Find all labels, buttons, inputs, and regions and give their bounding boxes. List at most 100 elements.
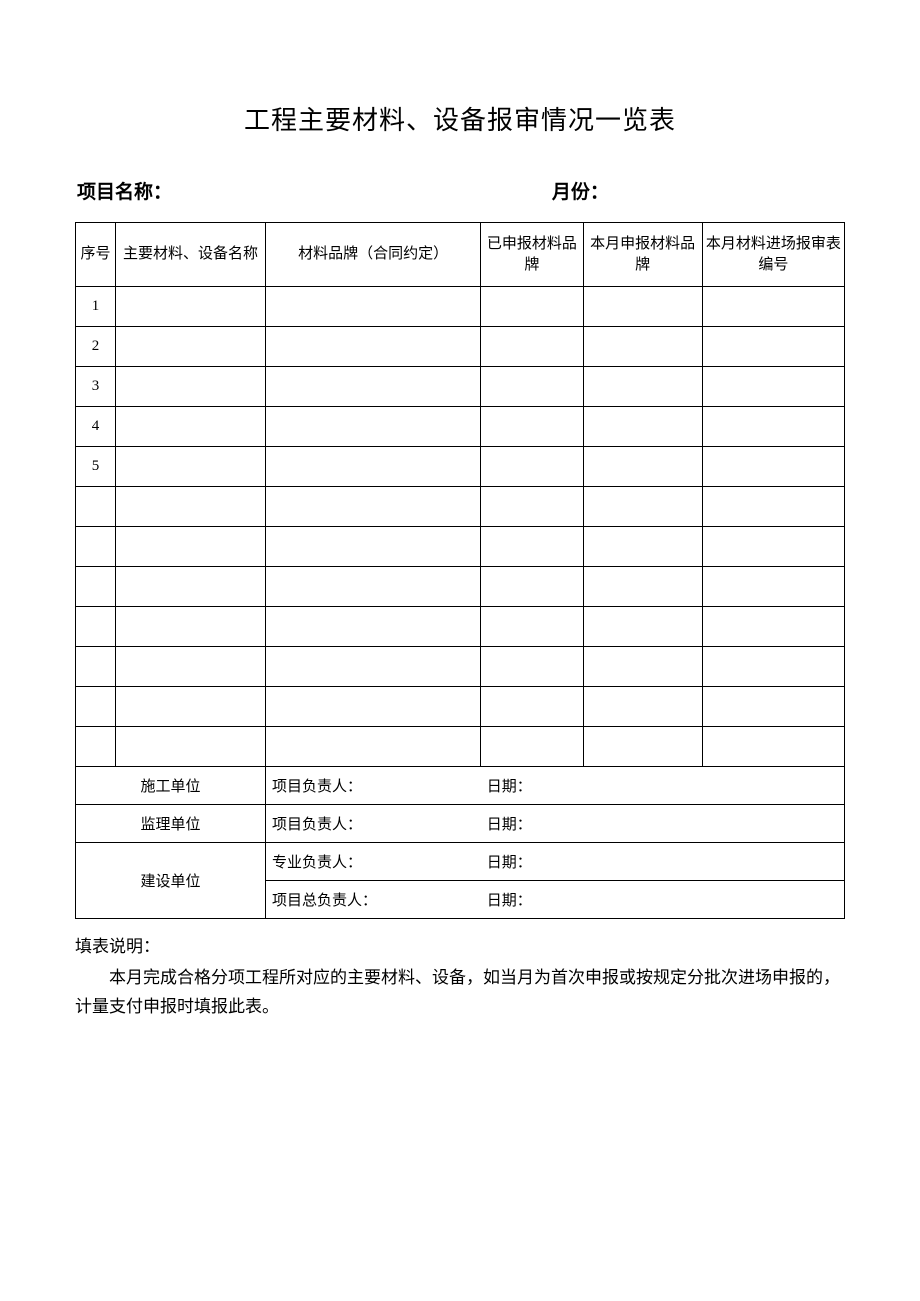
cell-seq <box>76 607 116 647</box>
sig-construction-row: 施工单位 项目负责人： 日期： <box>76 767 845 805</box>
page-title: 工程主要材料、设备报审情况一览表 <box>75 100 845 137</box>
cell-seq <box>76 567 116 607</box>
meta-row: 项目名称： 月份： <box>75 177 845 204</box>
table-row <box>76 527 845 567</box>
col-brand-declared: 已申报材料品牌 <box>481 223 583 287</box>
sig-construction-date: 日期： <box>481 767 845 805</box>
cell-brand_month <box>583 687 702 727</box>
cell-review_no <box>702 327 844 367</box>
cell-name <box>115 487 265 527</box>
notes-title: 填表说明： <box>75 933 845 962</box>
cell-brand_declared <box>481 407 583 447</box>
cell-brand_declared <box>481 607 583 647</box>
cell-brand_contract <box>265 607 480 647</box>
cell-brand_month <box>583 447 702 487</box>
cell-review_no <box>702 407 844 447</box>
col-seq: 序号 <box>76 223 116 287</box>
cell-brand_month <box>583 607 702 647</box>
cell-brand_month <box>583 567 702 607</box>
cell-brand_month <box>583 727 702 767</box>
table-row <box>76 647 845 687</box>
cell-name <box>115 367 265 407</box>
cell-name <box>115 567 265 607</box>
table-row <box>76 607 845 647</box>
cell-review_no <box>702 527 844 567</box>
table-row <box>76 487 845 527</box>
table-row <box>76 567 845 607</box>
cell-seq: 4 <box>76 407 116 447</box>
sig-construction-unit: 施工单位 <box>76 767 266 805</box>
cell-seq <box>76 727 116 767</box>
cell-name <box>115 727 265 767</box>
cell-brand_contract <box>265 487 480 527</box>
cell-review_no <box>702 727 844 767</box>
cell-review_no <box>702 487 844 527</box>
cell-seq: 5 <box>76 447 116 487</box>
cell-brand_declared <box>481 527 583 567</box>
sig-owner-chief-leader: 项目总负责人： <box>265 881 480 919</box>
cell-review_no <box>702 287 844 327</box>
cell-seq <box>76 527 116 567</box>
cell-brand_declared <box>481 727 583 767</box>
cell-brand_month <box>583 527 702 567</box>
cell-review_no <box>702 647 844 687</box>
cell-name <box>115 527 265 567</box>
cell-seq: 2 <box>76 327 116 367</box>
cell-seq <box>76 487 116 527</box>
cell-brand_declared <box>481 687 583 727</box>
cell-brand_declared <box>481 567 583 607</box>
cell-name <box>115 287 265 327</box>
sig-supervision-unit: 监理单位 <box>76 805 266 843</box>
cell-name <box>115 647 265 687</box>
cell-brand_contract <box>265 407 480 447</box>
col-brand-month: 本月申报材料品牌 <box>583 223 702 287</box>
cell-review_no <box>702 367 844 407</box>
cell-brand_contract <box>265 287 480 327</box>
sig-owner-row-1: 建设单位 专业负责人： 日期： <box>76 843 845 881</box>
cell-brand_contract <box>265 447 480 487</box>
notes-body: 本月完成合格分项工程所对应的主要材料、设备，如当月为首次申报或按规定分批次进场申… <box>75 964 845 1022</box>
cell-seq <box>76 687 116 727</box>
cell-name <box>115 687 265 727</box>
cell-brand_month <box>583 327 702 367</box>
cell-brand_declared <box>481 647 583 687</box>
table-row <box>76 727 845 767</box>
sig-supervision-date: 日期： <box>481 805 845 843</box>
notes-section: 填表说明： 本月完成合格分项工程所对应的主要材料、设备，如当月为首次申报或按规定… <box>75 933 845 1022</box>
materials-table: 序号 主要材料、设备名称 材料品牌（合同约定） 已申报材料品牌 本月申报材料品牌… <box>75 222 845 919</box>
cell-name <box>115 327 265 367</box>
sig-owner-date-1: 日期： <box>481 843 845 881</box>
sig-owner-date-2: 日期： <box>481 881 845 919</box>
cell-brand_month <box>583 287 702 327</box>
cell-review_no <box>702 687 844 727</box>
sig-supervision-leader: 项目负责人： <box>265 805 480 843</box>
table-row: 2 <box>76 327 845 367</box>
cell-brand_declared <box>481 367 583 407</box>
cell-name <box>115 407 265 447</box>
cell-seq: 1 <box>76 287 116 327</box>
cell-brand_contract <box>265 327 480 367</box>
table-row: 5 <box>76 447 845 487</box>
sig-owner-prof-leader: 专业负责人： <box>265 843 480 881</box>
table-row: 4 <box>76 407 845 447</box>
cell-name <box>115 447 265 487</box>
col-brand-contract: 材料品牌（合同约定） <box>265 223 480 287</box>
cell-seq <box>76 647 116 687</box>
table-row: 1 <box>76 287 845 327</box>
month-label: 月份： <box>552 177 843 204</box>
cell-brand_contract <box>265 647 480 687</box>
cell-brand_month <box>583 367 702 407</box>
sig-owner-unit: 建设单位 <box>76 843 266 919</box>
table-row <box>76 687 845 727</box>
col-review-no: 本月材料进场报审表编号 <box>702 223 844 287</box>
table-row: 3 <box>76 367 845 407</box>
cell-review_no <box>702 567 844 607</box>
cell-brand_month <box>583 647 702 687</box>
cell-review_no <box>702 607 844 647</box>
cell-brand_declared <box>481 287 583 327</box>
cell-brand_contract <box>265 527 480 567</box>
sig-supervision-row: 监理单位 项目负责人： 日期： <box>76 805 845 843</box>
cell-brand_month <box>583 407 702 447</box>
cell-brand_contract <box>265 727 480 767</box>
cell-brand_contract <box>265 367 480 407</box>
